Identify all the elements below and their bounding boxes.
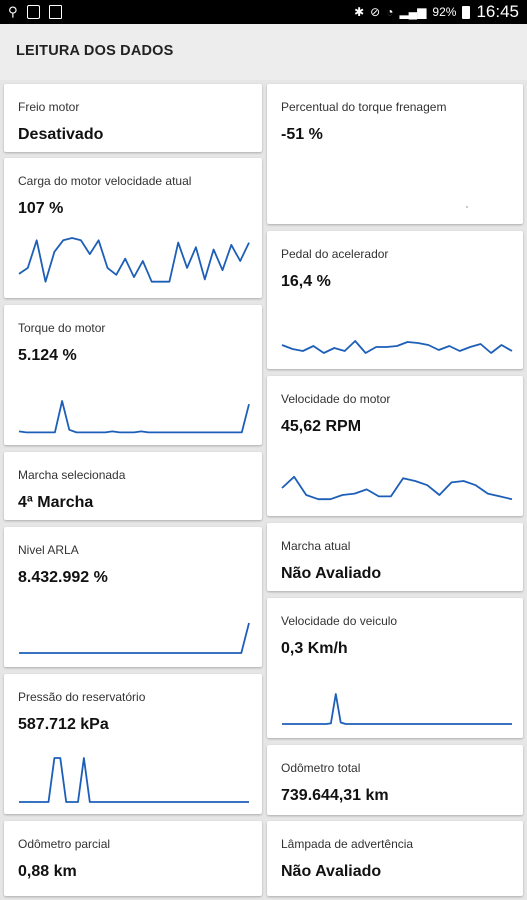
battery-text: 92%	[432, 5, 457, 19]
card-label: Velocidade do veiculo	[281, 614, 398, 628]
card-odometro-parcial[interactable]: Odômetro parcial 0,88 km	[4, 821, 262, 896]
status-bar: ⚲ ✱ ⊘ ◔ ▂▄▆ 92% 16:45	[0, 0, 527, 24]
clock: 16:45	[476, 2, 519, 21]
card-freio-motor[interactable]: Freio motor Desativado	[4, 84, 262, 152]
card-value: Não Avaliado	[281, 565, 382, 582]
card-value: 0,3 Km/h	[281, 640, 348, 657]
card-label: Pedal do acelerador	[281, 247, 389, 261]
card-velocidade-veiculo[interactable]: Velocidade do veiculo 0,3 Km/h	[267, 598, 523, 738]
card-label: Torque do motor	[18, 321, 106, 335]
card-value: 45,62 RPM	[281, 418, 362, 435]
card-label: Marcha atual	[281, 539, 351, 553]
usb-icon: ⚲	[8, 4, 18, 19]
app-bar: LEITURA DOS DADOS	[0, 24, 527, 80]
sparkline-line	[19, 757, 249, 803]
sparkline-velocidade-motor	[281, 475, 513, 501]
sparkline-line	[18, 237, 250, 283]
signal-icon: ▂▄▆	[399, 5, 427, 19]
card-percentual-torque-frenagem[interactable]: Percentual do torque frenagem -51 %	[267, 84, 523, 224]
card-label: Freio motor	[18, 100, 80, 114]
page-title: LEITURA DOS DADOS	[16, 43, 174, 59]
card-marcha-selecionada[interactable]: Marcha selecionada 4ª Marcha	[4, 452, 262, 520]
card-pressao-reservatorio[interactable]: Pressão do reservatório 587.712 kPa	[4, 674, 262, 814]
card-value: 0,88 km	[18, 863, 77, 880]
sparkline-pressao-reservatorio	[19, 757, 249, 803]
card-label: Carga do motor velocidade atual	[18, 174, 192, 188]
sparkline-velocidade-veiculo	[282, 693, 512, 725]
card-value: 4ª Marcha	[18, 494, 94, 511]
bluetooth-icon: ✱	[354, 5, 365, 19]
card-label: Percentual do torque frenagem	[281, 100, 447, 114]
sparkline-carga-motor	[18, 237, 250, 283]
sparkline-line	[281, 475, 513, 501]
sparkline-pedal-acelerador	[281, 340, 513, 354]
card-lampada-advertencia[interactable]: Lâmpada de advertência Não Avaliado	[267, 821, 523, 896]
card-label: Nivel ARLA	[18, 543, 79, 557]
card-nivel-arla[interactable]: Nivel ARLA 8.432.992 %	[4, 527, 262, 667]
battery-icon	[462, 5, 471, 19]
sparkline-line	[18, 400, 250, 434]
sparkline-nivel-arla	[19, 622, 250, 654]
image-icon	[26, 5, 40, 19]
card-label: Marcha selecionada	[18, 468, 126, 482]
excel-icon	[48, 5, 62, 19]
sparkline-point	[466, 206, 468, 208]
card-label: Lâmpada de advertência	[281, 837, 414, 851]
card-value: -51 %	[281, 126, 323, 143]
sparkline-line	[281, 340, 513, 354]
card-velocidade-motor[interactable]: Velocidade do motor 45,62 RPM	[267, 376, 523, 516]
card-label: Velocidade do motor	[281, 392, 391, 406]
card-value: 16,4 %	[281, 273, 331, 290]
card-odometro-total[interactable]: Odômetro total 739.644,31 km	[267, 745, 523, 815]
card-label: Odômetro parcial	[18, 837, 111, 851]
card-marcha-atual[interactable]: Marcha atual Não Avaliado	[267, 523, 523, 591]
card-label: Odômetro total	[281, 761, 361, 775]
card-value: 8.432.992 %	[18, 569, 108, 586]
card-value: 5.124 %	[18, 347, 77, 364]
card-value: 587.712 kPa	[18, 716, 109, 733]
card-torque-motor[interactable]: Torque do motor 5.124 %	[4, 305, 262, 445]
card-carga-motor[interactable]: Carga do motor velocidade atual 107 %	[4, 158, 262, 298]
card-value: Desativado	[18, 126, 104, 143]
mute-icon: ⊘	[370, 5, 381, 19]
sparkline-line	[282, 693, 512, 725]
card-pedal-acelerador[interactable]: Pedal do acelerador 16,4 %	[267, 231, 523, 369]
sparkline-torque-motor	[18, 400, 250, 434]
card-value: 739.644,31 km	[281, 787, 389, 804]
wifi-icon: ◔	[386, 5, 394, 19]
card-label: Pressão do reservatório	[18, 690, 146, 704]
sparkline-percentual-torque	[466, 206, 468, 208]
card-value: 107 %	[18, 200, 64, 217]
card-value: Não Avaliado	[281, 863, 382, 880]
sparkline-line	[19, 622, 250, 654]
